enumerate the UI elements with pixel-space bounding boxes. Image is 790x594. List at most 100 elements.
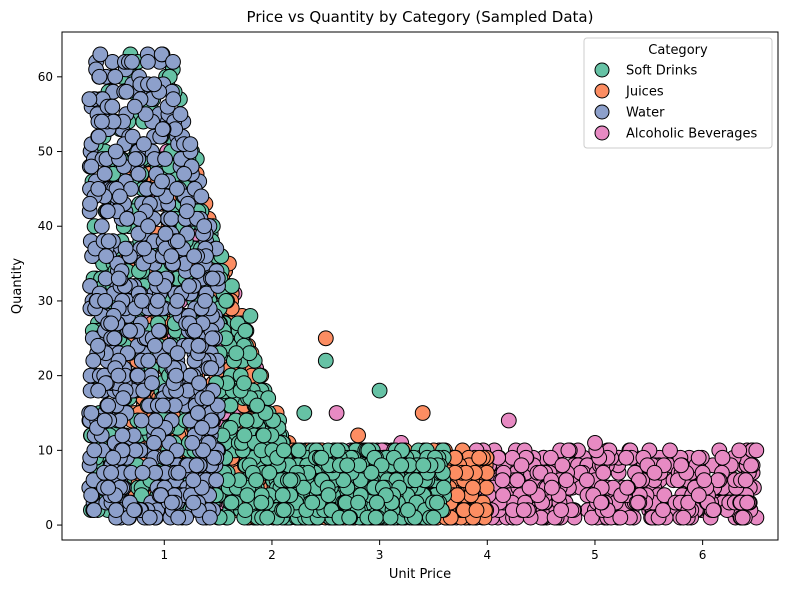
scatter-point	[317, 330, 334, 347]
y-tick-label: 30	[38, 294, 53, 308]
y-tick-label: 40	[38, 219, 53, 233]
scatter-point	[208, 472, 225, 489]
legend-marker	[594, 104, 610, 120]
scatter-point	[96, 412, 113, 429]
scatter-point	[748, 442, 765, 459]
scatter-point	[630, 494, 646, 511]
scatter-point	[320, 487, 337, 504]
scatter-point	[500, 412, 517, 429]
scatter-point	[136, 136, 152, 153]
scatter-point	[579, 472, 595, 489]
scatter-point	[105, 449, 121, 466]
scatter-point	[249, 397, 266, 414]
scatter-point	[478, 479, 495, 496]
scatter-point	[468, 502, 485, 519]
scatter-point	[107, 143, 124, 160]
scatter-point	[90, 181, 107, 197]
scatter-point	[86, 502, 102, 519]
scatter-point	[407, 472, 424, 489]
scatter-point	[400, 502, 416, 519]
y-axis-label: Quantity	[10, 258, 25, 314]
scatter-point	[100, 479, 116, 496]
scatter-point	[224, 278, 240, 294]
scatter-point	[83, 487, 100, 504]
scatter-point	[190, 405, 206, 421]
scatter-point	[696, 472, 713, 489]
scatter-point	[544, 479, 560, 496]
y-tick-label: 20	[38, 369, 53, 383]
scatter-point	[274, 487, 291, 504]
scatter-point	[371, 382, 388, 399]
scatter-point	[241, 345, 258, 362]
scatter-point	[202, 509, 218, 526]
scatter-point	[188, 457, 205, 474]
scatter-point	[165, 91, 182, 108]
scatter-point	[328, 405, 345, 421]
scatter-point	[124, 54, 140, 70]
x-tick-label: 1	[160, 548, 168, 562]
scatter-point	[341, 509, 358, 526]
x-axis-label: Unit Price	[389, 567, 451, 582]
scatter-point	[169, 233, 186, 250]
scatter-point	[673, 457, 689, 474]
scatter-point	[140, 218, 157, 235]
scatter-point	[153, 487, 169, 504]
scatter-point	[110, 367, 127, 384]
scatter-point	[255, 427, 272, 444]
scatter-point	[191, 375, 208, 392]
scatter-point	[104, 98, 121, 115]
scatter-point	[369, 494, 385, 511]
scatter-point	[134, 293, 150, 309]
scatter-point	[169, 293, 186, 309]
legend: Category Soft Drinks Juices Water Alcoholic…	[583, 37, 773, 149]
y-tick-label: 10	[38, 443, 53, 457]
scatter-point	[304, 494, 321, 511]
scatter-point	[261, 464, 278, 481]
cloud-water	[81, 46, 226, 526]
scatter-point	[140, 352, 157, 369]
scatter-point	[714, 449, 731, 466]
scatter-point	[185, 494, 202, 511]
scatter-point	[94, 113, 110, 130]
scatter-point	[655, 502, 671, 519]
scatter-point	[83, 405, 100, 421]
scatter-point	[739, 494, 756, 511]
scatter-point	[236, 375, 252, 392]
scatter-point	[153, 46, 170, 63]
scatter-point	[743, 457, 759, 474]
scatter-point	[513, 457, 530, 474]
scatter-point	[203, 360, 220, 377]
scatter-point	[141, 509, 158, 526]
category-clouds	[81, 46, 765, 526]
scatter-point	[339, 457, 356, 474]
x-tick-label: 6	[699, 548, 707, 562]
scatter-point	[146, 435, 162, 451]
scatter-point	[275, 502, 292, 519]
scatter-point	[136, 240, 153, 257]
scatter-point	[223, 494, 240, 511]
scatter-point	[85, 352, 102, 369]
y-tick-label: 60	[38, 70, 53, 84]
scatter-point	[163, 210, 180, 227]
scatter-point	[558, 472, 575, 489]
scatter-point	[133, 412, 150, 429]
scatter-point	[127, 151, 144, 167]
scatter-point	[137, 106, 154, 123]
scatter-point	[154, 121, 171, 138]
scatter-point	[83, 158, 100, 175]
scatter-point	[471, 449, 488, 466]
legend-label: Soft Drinks	[626, 64, 698, 79]
scatter-point	[238, 412, 255, 429]
scatter-point	[147, 337, 163, 354]
x-axis-ticks: 1 2 3 4 5 6	[160, 540, 706, 562]
scatter-point	[151, 322, 167, 339]
scatter-point	[178, 203, 195, 220]
scatter-point	[435, 479, 452, 496]
scatter-point	[164, 494, 180, 511]
scatter-point	[260, 390, 277, 407]
plot-area-frame	[61, 31, 779, 541]
scatter-point	[108, 502, 124, 519]
scatter-point	[393, 457, 410, 474]
scatter-point	[98, 248, 114, 265]
scatter-point	[91, 68, 108, 85]
